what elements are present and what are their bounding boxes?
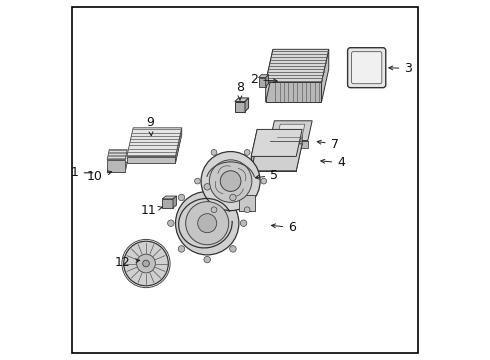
Circle shape [211,149,217,155]
FancyBboxPatch shape [72,7,418,353]
Polygon shape [251,157,296,171]
Polygon shape [127,134,182,163]
Polygon shape [239,195,255,211]
Circle shape [175,192,239,255]
Polygon shape [270,121,312,140]
Text: 9: 9 [147,116,154,136]
Text: 11: 11 [141,204,162,217]
Circle shape [186,202,229,245]
Circle shape [123,241,169,286]
Polygon shape [270,140,308,148]
Polygon shape [266,82,321,102]
Polygon shape [259,75,269,78]
Circle shape [195,178,200,184]
Circle shape [261,178,267,184]
Polygon shape [251,130,302,157]
Text: 12: 12 [115,256,140,269]
Circle shape [178,246,185,252]
Polygon shape [259,78,266,87]
Circle shape [137,254,155,273]
Text: 3: 3 [389,62,412,75]
Circle shape [204,184,210,190]
Text: 2: 2 [250,73,277,86]
FancyBboxPatch shape [351,52,382,84]
Polygon shape [235,98,248,102]
Circle shape [168,220,174,226]
Polygon shape [173,196,176,208]
Polygon shape [175,128,182,163]
Polygon shape [296,130,302,171]
Circle shape [245,207,250,213]
Circle shape [230,194,236,201]
Polygon shape [251,144,302,171]
Polygon shape [266,49,329,82]
Circle shape [220,171,241,192]
Polygon shape [251,130,257,171]
Circle shape [204,256,210,263]
Text: 1: 1 [71,166,93,179]
Circle shape [211,207,217,213]
Polygon shape [162,199,173,208]
Polygon shape [107,162,127,172]
Text: 4: 4 [321,156,345,169]
Polygon shape [266,75,269,87]
Circle shape [230,246,236,252]
Text: 7: 7 [317,138,339,150]
Polygon shape [162,196,176,199]
Circle shape [197,214,217,233]
Polygon shape [107,150,127,160]
Polygon shape [235,102,245,112]
Circle shape [245,149,250,155]
Circle shape [201,152,260,211]
Text: 10: 10 [87,170,112,183]
FancyBboxPatch shape [347,48,386,88]
Polygon shape [107,160,125,172]
Circle shape [209,160,252,202]
Circle shape [178,194,185,201]
Polygon shape [277,124,305,137]
Polygon shape [245,98,248,112]
Circle shape [240,220,247,226]
Polygon shape [127,128,182,157]
Text: 8: 8 [236,81,244,100]
Circle shape [143,260,149,267]
Polygon shape [321,49,329,102]
Text: 6: 6 [271,221,296,234]
Text: 5: 5 [255,169,278,182]
Polygon shape [266,49,273,102]
Polygon shape [127,157,175,163]
